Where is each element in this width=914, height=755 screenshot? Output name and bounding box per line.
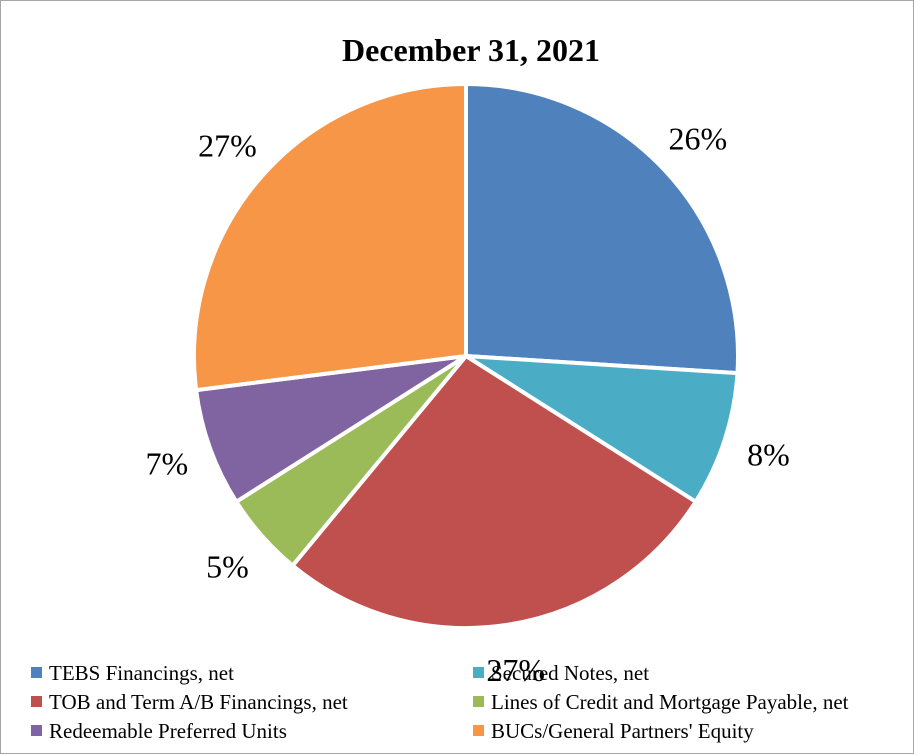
legend-swatch-lines-of-credit-and-mortgage-payable-net [473,696,484,707]
slice-label-redeemable-preferred-units: 7% [145,446,188,482]
pie-slice-labels: 26% 8% 27% 5% 7% 27% [145,120,789,688]
legend-swatch-bucs-general-partners-equity [473,725,484,736]
slice-label-tebs-financings-net: 26% [668,120,727,156]
legend-label-tob-and-term-a-b-financings-net: TOB and Term A/B Financings, net [49,690,348,714]
legend-label-lines-of-credit-and-mortgage-payable-net: Lines of Credit and Mortgage Payable, ne… [491,690,849,714]
pie-slice-tebs-financings-net [464,82,740,376]
slice-label-secured-notes-net: 8% [747,436,790,472]
chart-legend: TEBS Financings, net Secured Notes, net TO… [31,661,849,743]
legend-swatch-tob-and-term-a-b-financings-net [31,696,42,707]
legend-swatch-tebs-financings-net [31,667,42,678]
pie-slice-tob-and-term-a-b-financings-net [290,354,698,630]
legend-label-secured-notes-net: Secured Notes, net [491,661,649,685]
pie-slices [192,82,740,630]
pie-slice-secured-notes-net [464,354,740,504]
legend-swatch-secured-notes-net [473,667,484,678]
pie-slice-redeemable-preferred-units [194,354,468,504]
chart-title: December 31, 2021 [342,32,600,68]
legend-label-bucs-general-partners-equity: BUCs/General Partners' Equity [491,719,754,743]
slice-label-bucs-general-partners-equity: 27% [198,128,257,164]
pie-slice-bucs-general-partners-equity [192,82,468,393]
legend-label-redeemable-preferred-units: Redeemable Preferred Units [49,719,287,743]
legend-swatch-redeemable-preferred-units [31,725,42,736]
legend-label-tebs-financings-net: TEBS Financings, net [49,661,234,685]
slice-label-lines-of-credit-and-mortgage-payable-net: 5% [206,548,249,584]
slice-label-tob-and-term-a-b-financings-net: 27% [486,652,545,688]
